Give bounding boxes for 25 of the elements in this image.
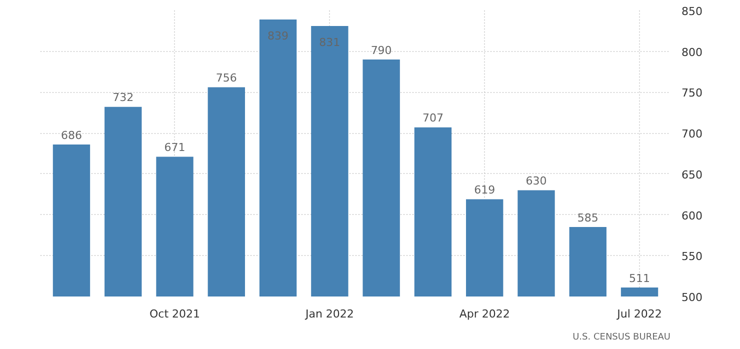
data-label: 839 (268, 30, 289, 43)
x-tick-label: Oct 2021 (150, 308, 200, 320)
y-tick-label: 850 (682, 5, 702, 18)
y-tick-label: 550 (682, 250, 702, 264)
x-tick-label: Jan 2022 (304, 308, 354, 320)
y-tick-label: 650 (682, 168, 702, 182)
y-tick-label: 500 (682, 291, 702, 304)
x-tick-label: Jul 2022 (616, 308, 662, 320)
data-label: 686 (60, 128, 82, 142)
y-tick-label: 750 (682, 86, 702, 100)
data-label: 707 (422, 112, 444, 125)
data-label: 732 (112, 91, 134, 104)
y-tick-label: 800 (682, 46, 702, 59)
x-tick-label: Apr 2022 (459, 308, 510, 320)
text: U.S. CENSUS BUREAU (572, 332, 670, 342)
y-tick-label: 600 (682, 209, 702, 222)
data-label: 671 (164, 141, 186, 154)
data-label: 790 (370, 44, 392, 57)
data-label: 585 (577, 211, 598, 224)
data-label: 756 (216, 72, 237, 85)
data-label: 511 (629, 272, 650, 285)
data-label: 831 (319, 36, 340, 50)
y-tick-label: 700 (682, 128, 702, 141)
data-label: 619 (474, 184, 496, 197)
data-label: 630 (526, 174, 547, 188)
